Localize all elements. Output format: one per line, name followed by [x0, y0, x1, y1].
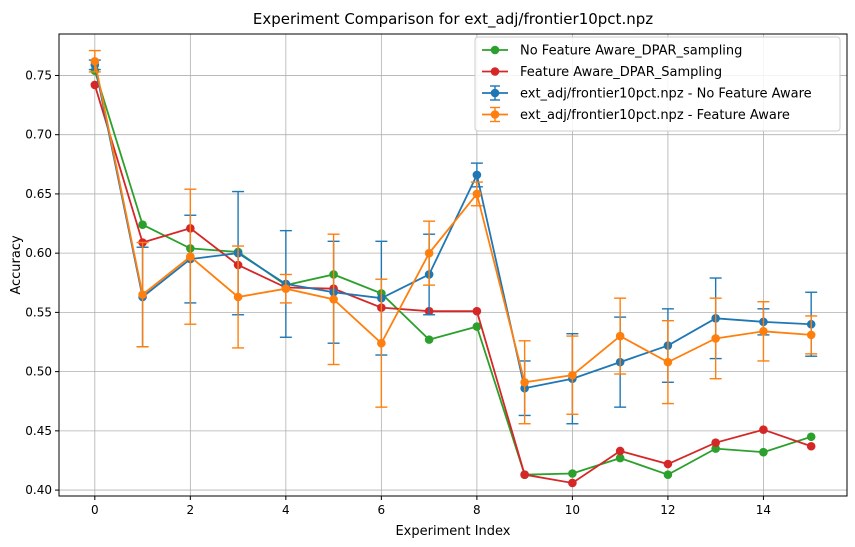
x-tick-label: 12	[660, 503, 675, 517]
data-point	[90, 56, 100, 66]
data-point	[806, 432, 816, 442]
y-tick-label: 0.70	[25, 128, 52, 142]
y-tick-label: 0.65	[25, 187, 52, 201]
y-tick-label: 0.75	[25, 68, 52, 82]
data-point	[759, 447, 768, 457]
x-tick-label: 4	[282, 503, 290, 517]
data-point	[472, 322, 482, 331]
legend-marker	[490, 110, 500, 119]
data-point	[615, 331, 625, 341]
data-point	[472, 170, 482, 180]
data-point	[424, 248, 434, 258]
data-point	[424, 335, 434, 344]
y-tick-label: 0.50	[25, 365, 52, 379]
data-point	[568, 370, 577, 380]
y-tick-label: 0.55	[25, 305, 52, 319]
data-point	[568, 469, 577, 478]
data-point	[663, 470, 673, 479]
legend-marker	[490, 88, 500, 98]
data-point	[711, 444, 720, 453]
legend-label: ext_adj/frontier10pct.npz - Feature Awar…	[520, 108, 790, 123]
axis-ticks: 0 2 4 6 8 10 12 14 0.40 0.45 0.50 0.55 0.60 0.65 0.70 0…	[25, 68, 771, 517]
data-point	[663, 459, 673, 469]
data-series	[88, 49, 818, 488]
y-axis-label: Accuracy	[9, 235, 24, 295]
data-point	[711, 438, 720, 447]
data-point	[568, 478, 577, 488]
x-axis-label: Experiment Index	[395, 524, 510, 539]
legend-label: ext_adj/frontier10pct.npz - No Feature A…	[520, 87, 812, 102]
data-point	[138, 290, 147, 299]
data-point	[472, 189, 482, 199]
data-point	[233, 292, 243, 302]
data-point	[711, 334, 720, 343]
data-point	[520, 377, 529, 387]
data-point	[759, 327, 768, 336]
legend: No Feature Aware_DPAR_sampling Feature Aw…	[474, 36, 841, 132]
data-point	[90, 80, 100, 90]
y-tick-label: 0.60	[25, 246, 52, 260]
data-point	[138, 220, 147, 230]
series-group	[88, 49, 818, 425]
data-point	[806, 330, 816, 340]
x-tick-label: 6	[378, 503, 386, 517]
plot-frame	[58, 33, 848, 497]
data-point	[615, 446, 625, 456]
legend-marker	[490, 45, 500, 55]
chart-title: Experiment Comparison for ext_adj/fronti…	[253, 10, 653, 29]
legend-label: No Feature Aware_DPAR_sampling	[520, 44, 742, 59]
legend-label: Feature Aware_DPAR_Sampling	[520, 65, 722, 80]
y-tick-label: 0.45	[25, 424, 52, 438]
x-tick-label: 8	[473, 503, 481, 517]
x-tick-label: 10	[565, 503, 580, 517]
data-point	[759, 425, 768, 434]
data-point	[472, 306, 482, 316]
data-point	[806, 441, 816, 451]
legend-marker	[490, 67, 500, 76]
data-point	[663, 357, 673, 367]
y-tick-label: 0.40	[25, 483, 52, 497]
series-line	[93, 70, 812, 476]
data-point	[377, 338, 386, 348]
series-line	[93, 84, 812, 484]
data-point	[520, 470, 529, 479]
series-line	[93, 61, 812, 384]
x-tick-label: 2	[187, 503, 195, 517]
data-point	[329, 295, 338, 304]
x-tick-label: 0	[91, 503, 99, 517]
x-tick-label: 14	[756, 503, 771, 517]
data-point	[281, 284, 291, 293]
data-point	[615, 453, 625, 463]
legend-box	[474, 36, 841, 132]
data-point	[186, 252, 195, 262]
series-group	[90, 80, 816, 488]
